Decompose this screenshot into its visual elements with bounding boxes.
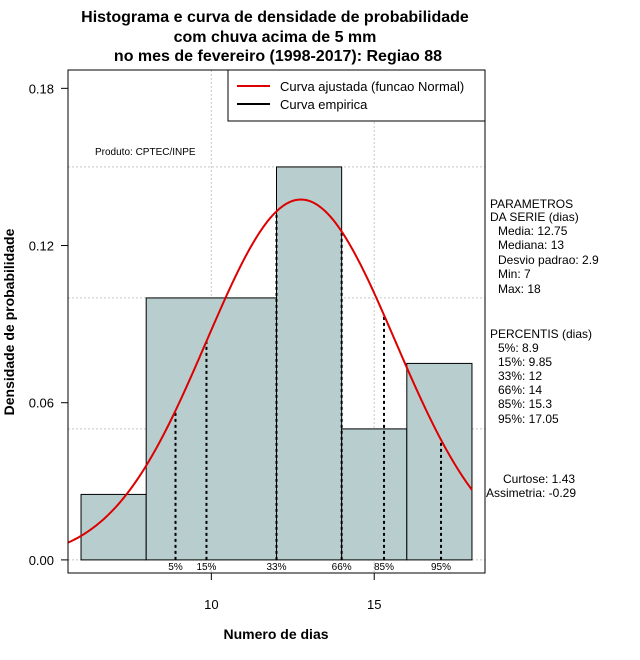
percentile-label-2: 33% bbox=[266, 562, 286, 573]
chart-title-line-3: no mes de fevereiro (1998-2017): Regiao … bbox=[114, 48, 442, 65]
params-title-1: PARAMETROS bbox=[490, 197, 573, 211]
percentil-33: 33%: 12 bbox=[498, 369, 542, 383]
legend-box bbox=[227, 69, 486, 122]
histogram-bar-4 bbox=[406, 362, 473, 561]
param-max: Max: 18 bbox=[498, 282, 541, 296]
percentile-label-4: 85% bbox=[374, 562, 394, 573]
percentil-66: 66%: 14 bbox=[498, 383, 542, 397]
x-tick-label-1: 15 bbox=[367, 597, 381, 612]
histogram-bars bbox=[80, 166, 473, 561]
side-panel: PARAMETROS DA SERIE (dias) Media: 12.75 … bbox=[486, 197, 599, 500]
histogram-bar-3 bbox=[341, 428, 408, 561]
product-annotation: Produto: CPTEC/INPE bbox=[95, 147, 196, 158]
param-mediana: Mediana: 13 bbox=[498, 238, 564, 252]
histogram-bar-1 bbox=[145, 297, 277, 561]
percentile-label-3: 66% bbox=[332, 562, 352, 573]
normal-density-curve bbox=[67, 198, 473, 544]
density-curve-layer bbox=[67, 198, 473, 544]
percentil-85: 85%: 15.3 bbox=[498, 397, 552, 411]
x-axis-label: Numero de dias bbox=[223, 626, 328, 642]
param-desvio: Desvio padrao: 2.9 bbox=[498, 253, 599, 267]
chart-title-line-1: Histograma e curva de densidade de proba… bbox=[81, 9, 469, 26]
histogram-bar-2 bbox=[276, 166, 343, 561]
chart-title-line-2: com chuva acima de 5 mm bbox=[174, 29, 377, 46]
param-min: Min: 7 bbox=[498, 267, 531, 281]
percentis-title: PERCENTIS (dias) bbox=[490, 327, 592, 341]
legend-label-empirical: Curva empirica bbox=[280, 97, 368, 112]
x-tick-label-0: 10 bbox=[204, 597, 218, 612]
percentil-95: 95%: 17.05 bbox=[498, 412, 559, 426]
legend: Curva ajustada (funcao Normal) Curva emp… bbox=[227, 69, 486, 122]
curtose-value: Curtose: 1.43 bbox=[503, 472, 575, 486]
legend-label-normal: Curva ajustada (funcao Normal) bbox=[280, 79, 464, 94]
y-tick-label-0: 0.00 bbox=[29, 553, 54, 568]
percentile-label-0: 5% bbox=[168, 562, 183, 573]
params-title-2: DA SERIE (dias) bbox=[490, 210, 579, 224]
percentil-15: 15%: 9.85 bbox=[498, 355, 552, 369]
assimetria-value: Assimetria: -0.29 bbox=[486, 486, 576, 500]
y-tick-label-1: 0.06 bbox=[29, 396, 54, 411]
param-media: Media: 12.75 bbox=[498, 224, 568, 238]
percentil-5: 5%: 8.9 bbox=[498, 341, 539, 355]
percentile-label-1: 15% bbox=[196, 562, 216, 573]
y-tick-label-2: 0.12 bbox=[29, 239, 54, 254]
histogram-bar-0 bbox=[80, 493, 147, 561]
axes: 10 15 0.00 0.06 0.12 0.18 bbox=[29, 81, 382, 612]
percentile-label-5: 95% bbox=[431, 562, 451, 573]
percentile-lines: 5% 15% 33% 66% 85% 95% bbox=[168, 211, 451, 573]
y-tick-label-3: 0.18 bbox=[29, 81, 54, 96]
y-axis-label: Densidade de probabilidade bbox=[1, 228, 17, 415]
